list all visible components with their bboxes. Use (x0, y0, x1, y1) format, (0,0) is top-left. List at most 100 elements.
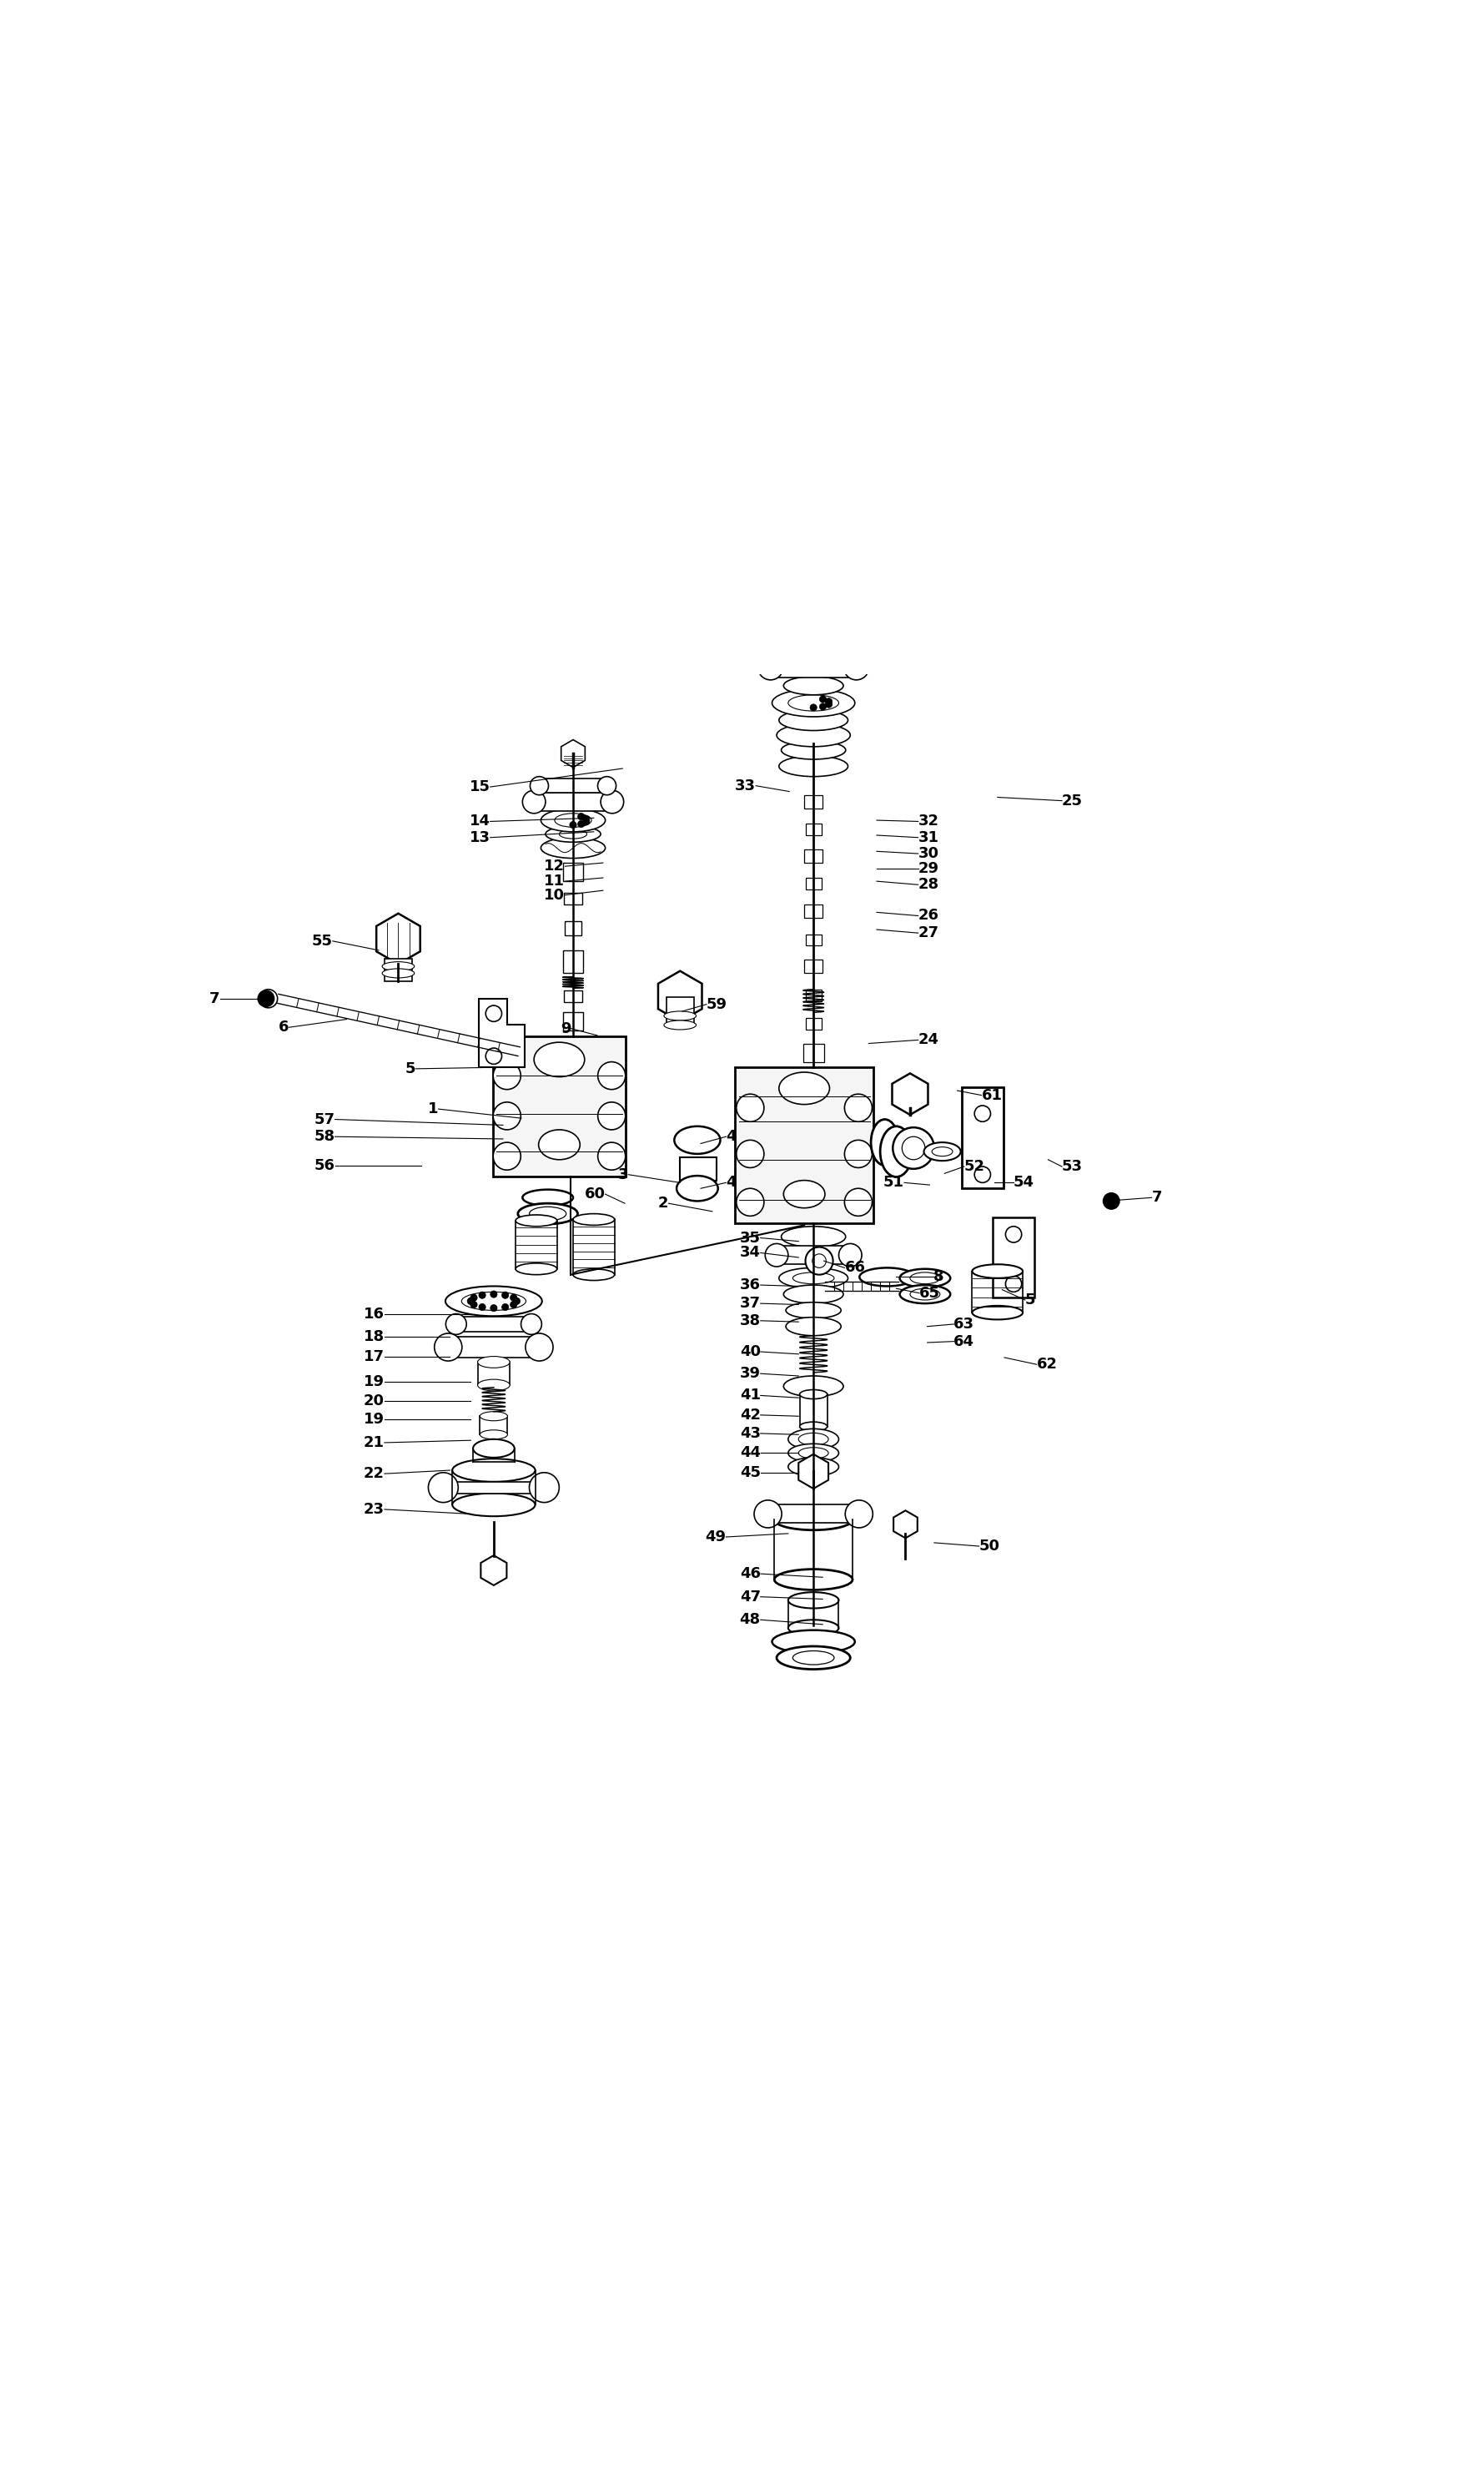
Text: 63: 63 (954, 1316, 975, 1331)
Circle shape (810, 705, 816, 710)
Text: 4: 4 (726, 1128, 736, 1143)
Ellipse shape (788, 1430, 838, 1450)
Circle shape (767, 636, 788, 658)
Ellipse shape (902, 1136, 925, 1160)
Ellipse shape (559, 829, 586, 839)
Circle shape (825, 698, 833, 705)
Circle shape (598, 1061, 625, 1089)
Text: 6: 6 (279, 1019, 289, 1034)
Circle shape (975, 1106, 991, 1121)
Bar (562, 863, 583, 881)
Ellipse shape (573, 1215, 614, 1225)
Text: 12: 12 (545, 858, 565, 873)
Ellipse shape (540, 809, 605, 831)
Bar (562, 950, 583, 972)
Ellipse shape (784, 1180, 825, 1207)
Bar (772, 1504, 855, 1524)
Text: 65: 65 (919, 1286, 941, 1301)
Text: 53: 53 (1063, 1158, 1083, 1175)
Text: 25: 25 (1063, 794, 1083, 809)
Bar (806, 935, 822, 945)
Ellipse shape (792, 1272, 834, 1284)
Bar (775, 658, 853, 678)
Circle shape (479, 1291, 485, 1299)
Circle shape (490, 1291, 497, 1299)
Ellipse shape (663, 1019, 696, 1029)
Text: 14: 14 (469, 814, 490, 829)
Text: 57: 57 (315, 1111, 335, 1126)
Bar (564, 990, 582, 1002)
Bar (781, 1247, 847, 1264)
Text: 27: 27 (919, 925, 939, 940)
Ellipse shape (674, 1126, 720, 1153)
Circle shape (598, 1143, 625, 1170)
Bar (993, 1217, 1034, 1299)
Bar (478, 1363, 510, 1385)
Bar (806, 878, 822, 888)
Text: 22: 22 (364, 1467, 384, 1482)
Circle shape (570, 821, 577, 829)
Text: 10: 10 (545, 888, 565, 903)
Text: 16: 16 (364, 1306, 384, 1321)
Circle shape (1103, 1192, 1119, 1210)
Ellipse shape (792, 1650, 834, 1665)
Text: 26: 26 (919, 908, 939, 923)
Text: 19: 19 (364, 1373, 384, 1390)
Text: 52: 52 (965, 1158, 985, 1175)
Bar (804, 960, 822, 972)
Circle shape (837, 609, 861, 633)
Ellipse shape (479, 1430, 508, 1440)
Text: 17: 17 (364, 1348, 384, 1363)
Polygon shape (481, 1556, 506, 1586)
Circle shape (812, 1254, 827, 1267)
Text: 7: 7 (209, 992, 220, 1007)
Circle shape (766, 1244, 788, 1267)
Polygon shape (479, 999, 525, 1069)
Ellipse shape (925, 1143, 960, 1160)
Circle shape (736, 1094, 764, 1121)
Ellipse shape (788, 1445, 838, 1462)
Circle shape (844, 1094, 873, 1121)
Circle shape (445, 1314, 466, 1333)
Polygon shape (798, 1455, 828, 1489)
Text: 7: 7 (1152, 1190, 1162, 1205)
Bar (804, 849, 822, 863)
Bar (565, 920, 582, 935)
Circle shape (435, 1333, 462, 1361)
Bar (806, 824, 822, 836)
Ellipse shape (800, 1390, 827, 1398)
Ellipse shape (784, 1376, 843, 1398)
Ellipse shape (445, 1286, 542, 1316)
Text: 34: 34 (739, 1244, 761, 1259)
Circle shape (844, 1188, 873, 1217)
Bar (537, 792, 608, 811)
Circle shape (493, 1101, 521, 1131)
Bar (448, 1482, 540, 1494)
Polygon shape (892, 1074, 928, 1116)
Ellipse shape (784, 675, 843, 695)
Circle shape (470, 1294, 478, 1301)
Circle shape (736, 1141, 764, 1168)
Text: 21: 21 (364, 1435, 384, 1450)
Text: 58: 58 (315, 1128, 335, 1143)
Text: 13: 13 (469, 829, 490, 846)
Bar (800, 1395, 827, 1427)
Bar (562, 1012, 583, 1032)
Bar (680, 1158, 717, 1180)
Bar (453, 1336, 536, 1358)
Ellipse shape (781, 740, 846, 760)
Circle shape (601, 789, 623, 814)
Ellipse shape (798, 1462, 828, 1472)
Ellipse shape (453, 1460, 536, 1482)
Circle shape (758, 656, 784, 680)
Circle shape (819, 695, 827, 703)
Circle shape (502, 1304, 509, 1311)
Ellipse shape (546, 826, 601, 841)
Circle shape (583, 819, 589, 826)
Ellipse shape (479, 1413, 508, 1420)
Bar (666, 997, 695, 1022)
Ellipse shape (787, 1316, 841, 1336)
Circle shape (513, 1299, 521, 1304)
Circle shape (1006, 1227, 1021, 1242)
Ellipse shape (540, 839, 605, 858)
